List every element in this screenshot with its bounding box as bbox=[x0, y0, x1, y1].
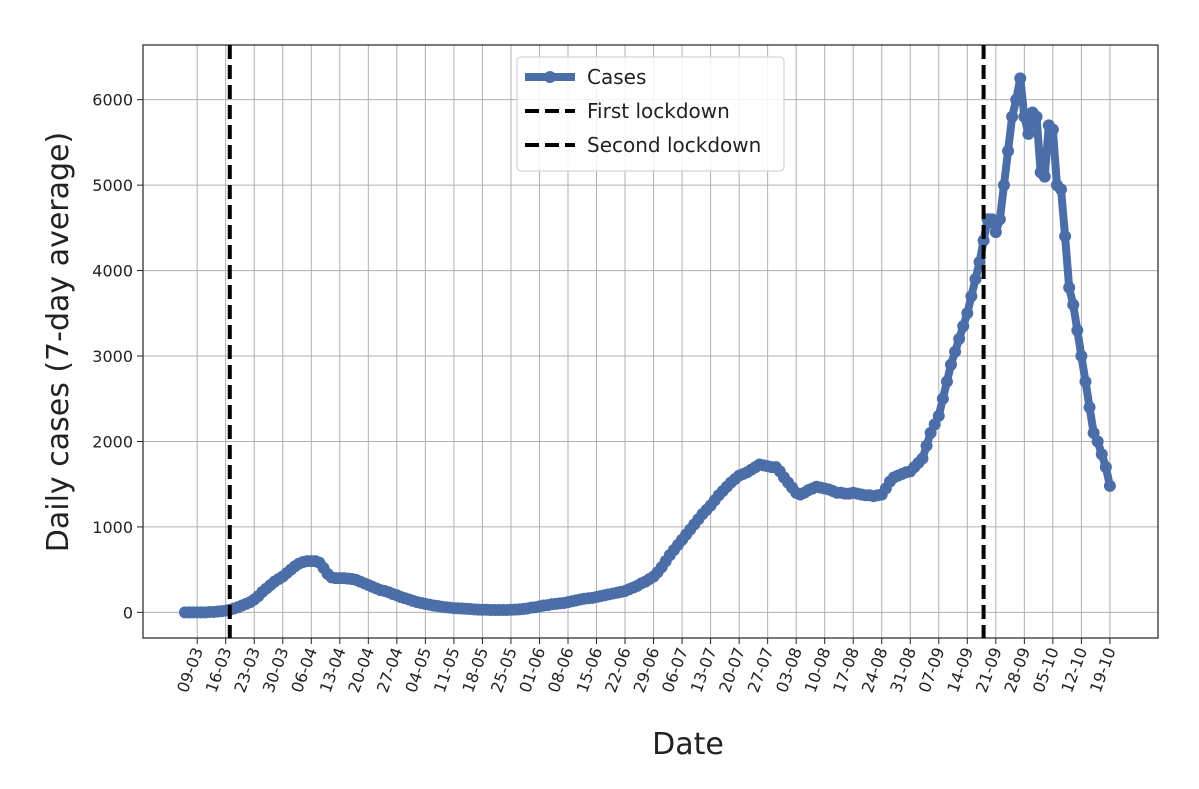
marker bbox=[1014, 72, 1027, 85]
y-tick-label: 4000 bbox=[92, 262, 133, 281]
y-tick-label: 2000 bbox=[92, 432, 133, 451]
marker bbox=[1059, 230, 1072, 243]
marker bbox=[1103, 479, 1116, 492]
marker bbox=[940, 375, 953, 388]
marker bbox=[961, 307, 974, 320]
marker bbox=[1079, 375, 1092, 388]
marker bbox=[1071, 324, 1084, 337]
marker bbox=[1010, 93, 1023, 106]
y-tick-label: 5000 bbox=[92, 176, 133, 195]
marker bbox=[965, 290, 978, 303]
legend-box bbox=[516, 56, 785, 172]
marker bbox=[1063, 281, 1076, 294]
legend-label: Cases bbox=[587, 65, 646, 89]
marker bbox=[1099, 461, 1112, 474]
marker bbox=[916, 452, 929, 465]
marker bbox=[1055, 183, 1068, 196]
x-axis-label: Date bbox=[652, 727, 724, 762]
legend-label: Second lockdown bbox=[587, 133, 761, 157]
marker bbox=[932, 409, 945, 422]
marker bbox=[949, 345, 962, 358]
marker bbox=[1038, 170, 1051, 183]
legend-label: First lockdown bbox=[587, 99, 730, 123]
marker bbox=[945, 358, 958, 371]
plot-frame bbox=[142, 44, 1159, 639]
marker bbox=[953, 332, 966, 345]
legend-marker bbox=[544, 71, 556, 83]
marker bbox=[1095, 448, 1108, 461]
marker bbox=[1030, 110, 1043, 123]
marker bbox=[1002, 144, 1015, 157]
marker bbox=[957, 320, 970, 333]
marker bbox=[1067, 298, 1080, 311]
marker bbox=[1091, 435, 1104, 448]
marker bbox=[997, 179, 1010, 192]
marker bbox=[1046, 123, 1059, 136]
marker bbox=[936, 392, 949, 405]
marker bbox=[1075, 350, 1088, 363]
y-tick-label: 1000 bbox=[92, 518, 133, 537]
marker bbox=[989, 226, 1002, 239]
marker bbox=[1006, 110, 1019, 123]
marker bbox=[1022, 127, 1035, 140]
marker bbox=[1083, 401, 1096, 414]
y-tick-label: 6000 bbox=[92, 91, 133, 110]
marker bbox=[977, 234, 990, 247]
marker bbox=[993, 213, 1006, 226]
y-tick-label: 0 bbox=[123, 603, 133, 622]
y-axis-label: Daily cases (7-day average) bbox=[41, 132, 76, 552]
x-tick-label: 19-10 bbox=[1086, 645, 1120, 695]
y-tick-label: 3000 bbox=[92, 347, 133, 366]
marker bbox=[969, 273, 982, 286]
marker bbox=[920, 439, 933, 452]
